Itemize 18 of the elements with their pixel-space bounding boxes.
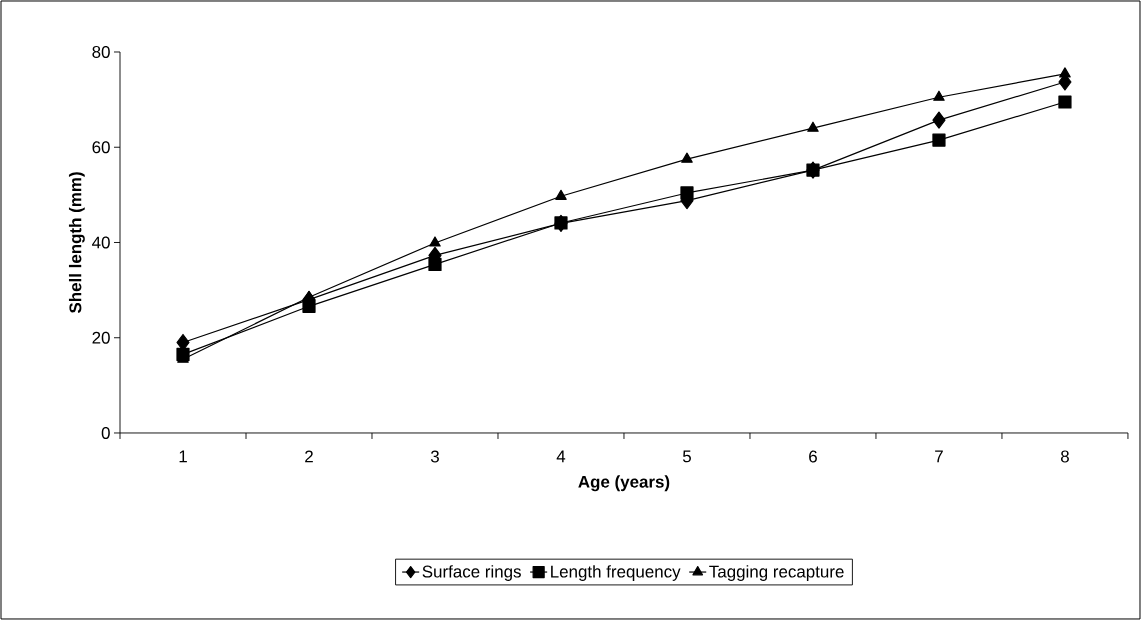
y-tick-label: 0: [101, 426, 110, 439]
x-tick-label: 7: [935, 450, 943, 463]
x-axis-title: Age (years): [578, 475, 670, 492]
y-tick-label: 60: [92, 141, 110, 154]
x-tick-label: 2: [305, 450, 313, 463]
x-tick-label: 1: [179, 450, 187, 463]
y-axis-title: Shell length (mm): [68, 172, 85, 314]
legend-label: Length frequency: [551, 565, 681, 581]
x-tick-label: 4: [556, 450, 566, 463]
legend-label: Tagging recapture: [709, 565, 844, 581]
y-tick-label: 80: [92, 45, 110, 58]
y-tick-label: 20: [92, 331, 110, 344]
legend-label: Surface rings: [422, 565, 521, 581]
x-tick-label: 5: [682, 450, 691, 463]
x-tick-label: 3: [430, 450, 439, 463]
x-tick-label: 6: [809, 450, 817, 463]
y-tick-label: 40: [92, 236, 110, 249]
x-tick-label: 8: [1060, 450, 1069, 463]
